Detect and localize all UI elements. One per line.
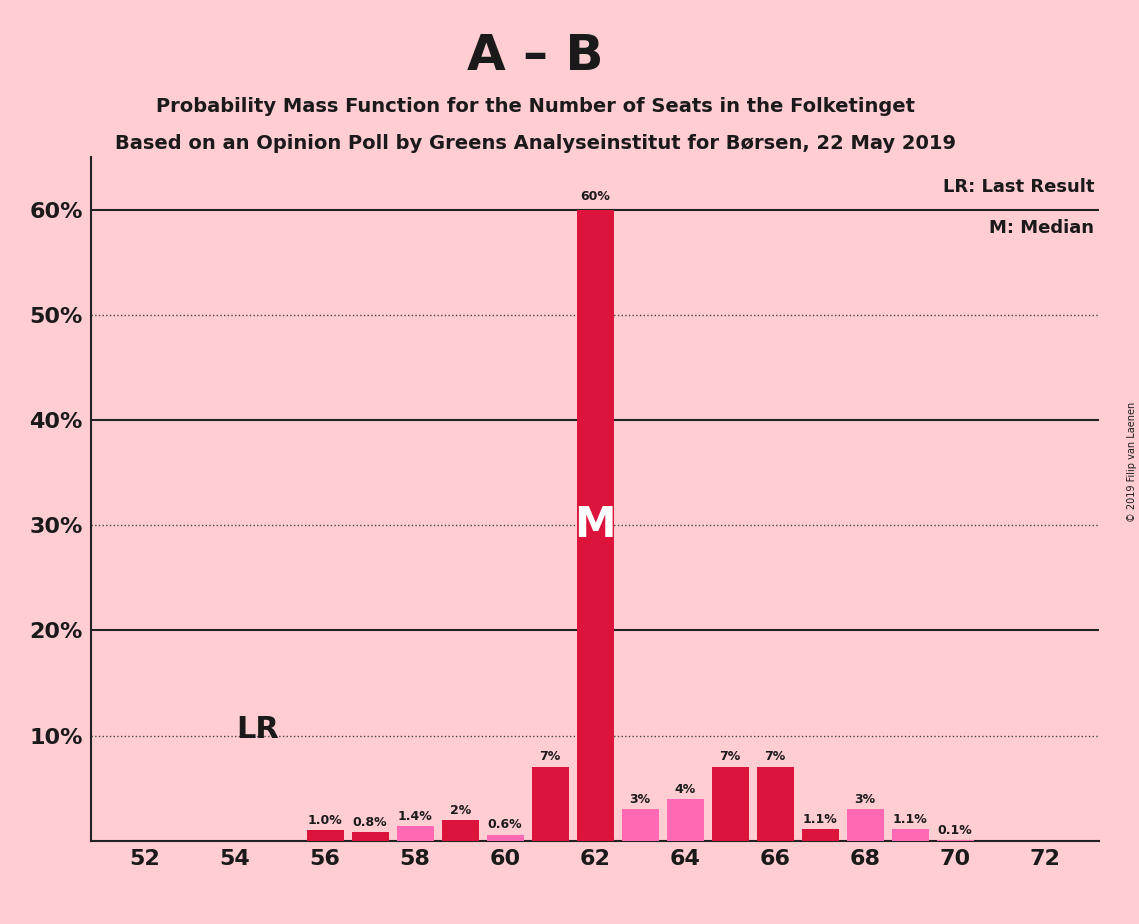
Text: 60%: 60% [580, 190, 611, 203]
Text: 7%: 7% [764, 750, 786, 763]
Text: 3%: 3% [630, 793, 650, 806]
Bar [306, 831, 344, 841]
Text: 7%: 7% [720, 750, 740, 763]
Bar [486, 834, 524, 841]
Text: 1.4%: 1.4% [398, 810, 433, 823]
Bar [352, 833, 388, 841]
Bar [936, 840, 974, 841]
Bar [442, 820, 478, 841]
Bar [396, 826, 434, 841]
Bar [576, 210, 614, 841]
Text: 0.8%: 0.8% [353, 816, 387, 829]
Text: M: M [574, 505, 616, 546]
Text: 2%: 2% [450, 804, 470, 817]
Bar [712, 767, 748, 841]
Text: 0.1%: 0.1% [937, 823, 973, 836]
Text: A – B: A – B [467, 32, 604, 80]
Bar [802, 829, 838, 841]
Text: © 2019 Filip van Laenen: © 2019 Filip van Laenen [1126, 402, 1137, 522]
Text: 4%: 4% [674, 783, 696, 796]
Bar [846, 809, 884, 841]
Text: 1.1%: 1.1% [893, 813, 927, 826]
Bar [892, 829, 928, 841]
Text: 1.0%: 1.0% [308, 814, 343, 827]
Text: 0.6%: 0.6% [487, 819, 523, 832]
Bar [622, 809, 658, 841]
Text: Based on an Opinion Poll by Greens Analyseinstitut for Børsen, 22 May 2019: Based on an Opinion Poll by Greens Analy… [115, 134, 956, 153]
Bar [756, 767, 794, 841]
Bar [532, 767, 568, 841]
Bar [666, 798, 704, 841]
Text: Probability Mass Function for the Number of Seats in the Folketinget: Probability Mass Function for the Number… [156, 97, 915, 116]
Text: 1.1%: 1.1% [803, 813, 837, 826]
Text: M: Median: M: Median [989, 219, 1095, 237]
Text: LR: Last Result: LR: Last Result [943, 177, 1095, 196]
Text: LR: LR [236, 715, 279, 744]
Text: 3%: 3% [854, 793, 876, 806]
Text: 7%: 7% [540, 750, 560, 763]
